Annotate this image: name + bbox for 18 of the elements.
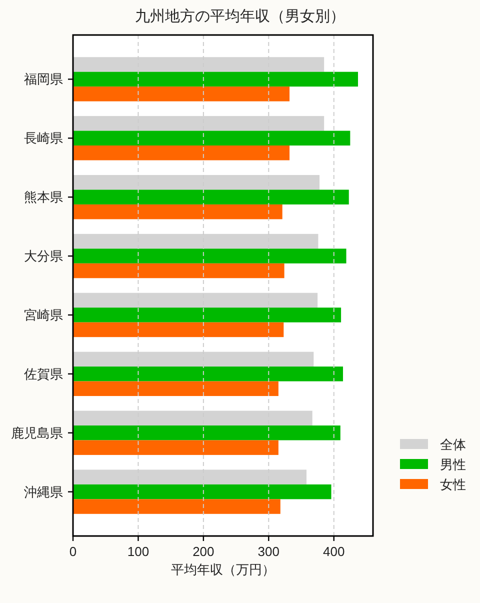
- y-tick-label: 熊本県: [24, 190, 63, 205]
- xlabel: 平均年収（万円）: [171, 562, 275, 577]
- y-tick-label: 長崎県: [24, 130, 63, 146]
- x-tick-label: 400: [323, 544, 345, 559]
- y-tick-label: 沖縄県: [24, 484, 63, 500]
- y-tick-label: 佐賀県: [24, 366, 63, 382]
- x-tick-label: 200: [192, 544, 214, 559]
- y-tick-label: 福岡県: [24, 72, 63, 87]
- title: 九州地方の平均年収（男女別）: [135, 8, 345, 25]
- x-tick-label: 0: [69, 544, 77, 559]
- x-tick-label: 100: [127, 544, 150, 559]
- legend-label: 男性: [440, 457, 466, 472]
- legend-label: 女性: [440, 477, 466, 492]
- legend-label: 全体: [440, 437, 466, 452]
- y-tick-label: 宮崎県: [24, 307, 63, 322]
- y-tick-label: 鹿児島県: [11, 425, 63, 440]
- y-tick-label: 大分県: [24, 248, 63, 264]
- x-tick-label: 300: [258, 544, 280, 559]
